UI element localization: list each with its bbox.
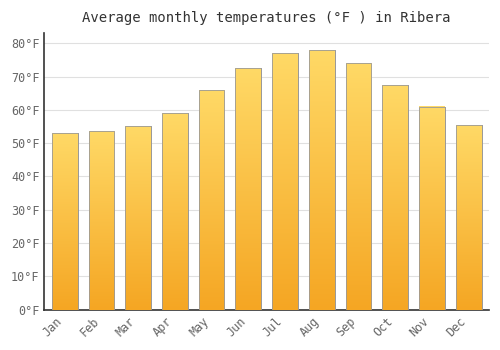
Bar bbox=[382, 85, 408, 310]
Bar bbox=[419, 106, 445, 310]
Bar bbox=[309, 50, 334, 310]
Bar bbox=[236, 68, 261, 310]
Bar bbox=[236, 68, 261, 310]
Bar bbox=[52, 133, 78, 310]
Bar bbox=[272, 53, 298, 310]
Title: Average monthly temperatures (°F ) in Ribera: Average monthly temperatures (°F ) in Ri… bbox=[82, 11, 451, 25]
Bar bbox=[419, 106, 445, 310]
Bar bbox=[309, 50, 334, 310]
Bar bbox=[382, 85, 408, 310]
Bar bbox=[198, 90, 224, 310]
Bar bbox=[346, 63, 372, 310]
Bar bbox=[126, 126, 151, 310]
Bar bbox=[162, 113, 188, 310]
Bar bbox=[346, 63, 372, 310]
Bar bbox=[456, 125, 481, 310]
Bar bbox=[198, 90, 224, 310]
Bar bbox=[272, 53, 298, 310]
Bar bbox=[126, 126, 151, 310]
Bar bbox=[88, 132, 115, 310]
Bar bbox=[52, 133, 78, 310]
Bar bbox=[88, 132, 115, 310]
Bar bbox=[456, 125, 481, 310]
Bar bbox=[162, 113, 188, 310]
